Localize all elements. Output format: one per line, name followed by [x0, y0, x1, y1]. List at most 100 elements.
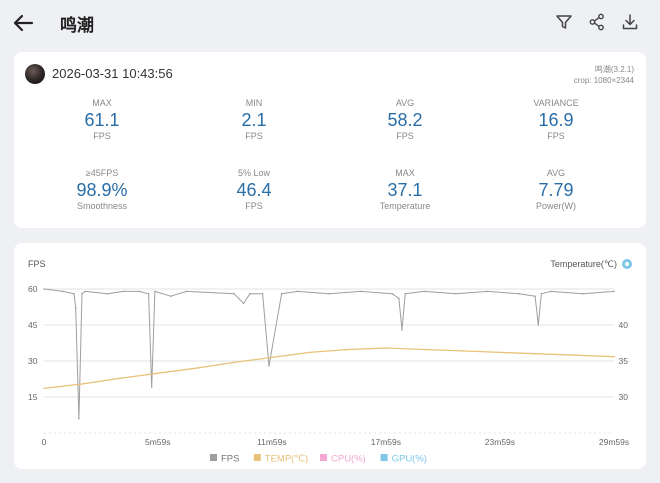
data-point	[518, 293, 521, 295]
legend-item[interactable]: GPU(%)	[380, 454, 427, 465]
fps-temperature-chart: 60 45 30 15 40 35 30 0 5m59s 11m59s 17m59s 23m59s 29…	[28, 259, 632, 465]
data-point	[537, 324, 540, 326]
data-point	[150, 386, 153, 389]
chart-series	[43, 288, 615, 420]
filter-icon[interactable]	[554, 12, 574, 32]
stat-value: 61.1	[84, 110, 120, 130]
y-tick-label-left: 45	[28, 320, 38, 330]
data-point	[499, 351, 502, 354]
chart-card: 60 45 30 15 40 35 30 0 5m59s 11m59s 17m59s 23m59s 29…	[14, 243, 646, 469]
legend-item[interactable]: CPU(%)	[320, 454, 366, 465]
data-point	[271, 356, 273, 359]
data-point	[423, 290, 426, 293]
data-point	[296, 290, 299, 293]
legend-item[interactable]: FPS	[210, 454, 239, 465]
legend-label: FPS	[221, 454, 239, 465]
data-point	[534, 295, 536, 297]
data-point	[74, 307, 77, 309]
data-point	[147, 293, 150, 295]
data-point	[540, 293, 543, 295]
stat-label: MIN	[245, 98, 263, 108]
data-point	[195, 367, 197, 369]
share-icon[interactable]	[587, 12, 607, 32]
legend-label: TEMP(℃)	[265, 454, 308, 465]
legend-item[interactable]: TEMP(℃)	[253, 454, 308, 465]
y-tick-label-right: 30	[619, 392, 629, 402]
data-point	[62, 290, 64, 293]
download-icon[interactable]	[620, 12, 640, 32]
y-tick-label-right: 35	[619, 356, 629, 366]
data-point	[404, 293, 407, 295]
legend-label: CPU(%)	[331, 454, 366, 465]
data-point	[138, 290, 140, 293]
stat-unit: Power(W)	[536, 201, 576, 211]
summary-card: 2026-03-31 10:43:56 鸣潮(3.2.1) crop: 1080…	[14, 52, 646, 228]
stat-smoothness: ≥45FPS 98.9% Smoothness	[42, 168, 162, 212]
info-icon[interactable]	[622, 259, 632, 269]
y-tick-label-left: 15	[28, 392, 38, 402]
data-point	[398, 297, 400, 300]
data-point	[242, 302, 245, 305]
data-point	[73, 293, 75, 295]
data-point	[84, 290, 86, 293]
back-arrow-icon[interactable]	[10, 11, 36, 35]
series-line	[43, 288, 615, 420]
top-bar: 鸣潮	[0, 0, 660, 46]
data-point	[486, 290, 489, 293]
y-axis-label-left: FPS	[28, 259, 46, 269]
session-datetime: 2026-03-31 10:43:56	[52, 66, 173, 81]
legend-swatch	[210, 454, 217, 461]
data-point	[43, 288, 45, 290]
data-point	[154, 290, 156, 293]
page-title: 鸣潮	[60, 16, 94, 36]
stat-max-fps: MAX 61.1 FPS	[42, 98, 162, 142]
data-point	[613, 355, 615, 358]
data-point	[122, 290, 125, 293]
stat-label: VARIANCE	[533, 98, 579, 108]
data-point	[78, 417, 80, 420]
stat-label: AVG	[546, 168, 566, 178]
data-point	[328, 293, 330, 295]
stat-avg-power: AVG 7.79 Power(W)	[496, 168, 616, 212]
stat-unit: FPS	[245, 201, 263, 211]
stat-unit: Smoothness	[76, 201, 128, 211]
y-tick-label-left: 30	[28, 356, 38, 366]
stat-max-temperature: MAX 37.1 Temperature	[345, 168, 465, 212]
stat-label: 5% Low	[237, 168, 271, 178]
chart-grid	[44, 288, 614, 434]
app-version: 鸣潮(3.2.1)	[594, 65, 634, 74]
stat-value: 16.9	[538, 110, 574, 130]
x-tick-label: 0	[42, 437, 47, 447]
y-tick-label-left: 60	[28, 284, 38, 294]
y-tick-label-right: 40	[619, 320, 629, 330]
x-tick-label: 29m59s	[599, 437, 629, 447]
data-point	[81, 293, 83, 295]
x-tick-label: 23m59s	[485, 437, 515, 447]
stat-min-fps: MIN 2.1 FPS	[194, 98, 314, 142]
data-point	[613, 290, 615, 293]
stat-unit: FPS	[396, 131, 414, 141]
chart-axes: 60 45 30 15 40 35 30 0 5m59s 11m59s 17m59s 23m59s 29…	[28, 284, 629, 447]
stat-unit: Temperature	[379, 201, 431, 211]
stat-label: MAX	[395, 168, 415, 178]
data-point	[461, 350, 464, 352]
data-point	[385, 347, 387, 349]
x-tick-label: 5m59s	[145, 437, 171, 447]
data-point	[423, 348, 426, 351]
data-point	[81, 383, 83, 385]
data-point	[575, 354, 578, 357]
data-point	[43, 387, 45, 390]
legend-swatch	[320, 454, 327, 461]
data-point	[157, 372, 159, 375]
data-point	[360, 290, 362, 293]
stat-5pct-low: 5% Low 46.4 FPS	[194, 168, 314, 212]
stat-unit: FPS	[547, 131, 565, 141]
data-point	[280, 293, 283, 295]
stat-label: AVG	[395, 98, 415, 108]
stat-value: 46.4	[236, 180, 272, 200]
stat-unit: FPS	[93, 131, 111, 141]
app-info: 鸣潮(3.2.1) crop: 1080×2344	[574, 64, 634, 86]
stat-label: ≥45FPS	[85, 168, 119, 178]
data-point	[268, 365, 270, 367]
stat-variance: VARIANCE 16.9 FPS	[496, 98, 616, 142]
